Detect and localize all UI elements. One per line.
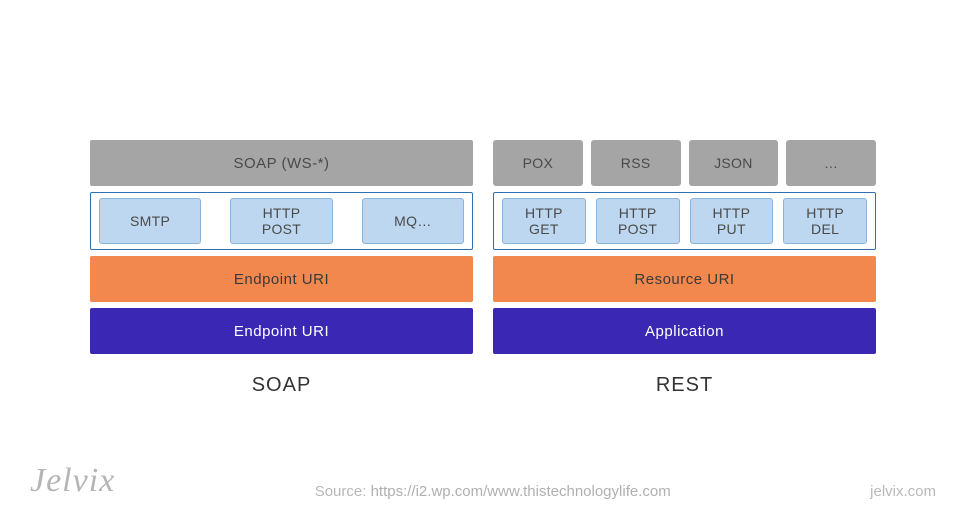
- cell-label: HTTP: [263, 205, 301, 221]
- cell-label: POST: [262, 221, 301, 237]
- rest-resource-uri-bar: Resource URI: [493, 256, 876, 302]
- source-line: Source: https://i2.wp.com/www.thistechno…: [115, 483, 870, 500]
- cell-label: SMTP: [130, 213, 170, 229]
- rest-http-put: HTTP PUT: [690, 198, 774, 244]
- soap-protocols-row: SMTP HTTP POST MQ…: [90, 192, 473, 250]
- soap-protocol-mq: MQ…: [362, 198, 464, 244]
- rest-application-bar: Application: [493, 308, 876, 354]
- soap-protocol-smtp: SMTP: [99, 198, 201, 244]
- source-url: https://i2.wp.com/www.thistechnologylife…: [371, 483, 671, 500]
- rest-format-rss: RSS: [591, 140, 681, 186]
- footer: Jelvix Source: https://i2.wp.com/www.thi…: [0, 462, 966, 500]
- soap-endpoint-uri-bar-2: Endpoint URI: [90, 308, 473, 354]
- rest-title: REST: [493, 374, 876, 397]
- soap-column: SOAP (WS-*) SMTP HTTP POST MQ… Endpoint …: [90, 140, 473, 397]
- rest-format-pox: POX: [493, 140, 583, 186]
- cell-label: DEL: [811, 221, 839, 237]
- cell-label: POST: [618, 221, 657, 237]
- rest-protocols-row: HTTP GET HTTP POST HTTP PUT HTTP DEL: [493, 192, 876, 250]
- jelvix-logo: Jelvix: [30, 462, 115, 500]
- soap-title: SOAP: [90, 374, 473, 397]
- cell-label: HTTP: [806, 205, 844, 221]
- cell-label: PUT: [717, 221, 746, 237]
- rest-format-json: JSON: [689, 140, 779, 186]
- rest-http-post: HTTP POST: [596, 198, 680, 244]
- cell-label: HTTP: [619, 205, 657, 221]
- source-label: Source:: [315, 483, 371, 500]
- cell-label: HTTP: [712, 205, 750, 221]
- soap-protocol-http-post: HTTP POST: [230, 198, 332, 244]
- rest-format-more: …: [786, 140, 876, 186]
- soap-top-bar: SOAP (WS-*): [90, 140, 473, 186]
- cell-label: MQ…: [394, 213, 431, 229]
- rest-column: POX RSS JSON … HTTP GET HTTP POST HTTP P…: [493, 140, 876, 397]
- rest-top-bar: POX RSS JSON …: [493, 140, 876, 186]
- soap-endpoint-uri-bar: Endpoint URI: [90, 256, 473, 302]
- cell-label: GET: [529, 221, 559, 237]
- site-link: jelvix.com: [870, 483, 936, 500]
- cell-label: HTTP: [525, 205, 563, 221]
- diagram-canvas: SOAP (WS-*) SMTP HTTP POST MQ… Endpoint …: [90, 140, 876, 397]
- rest-http-get: HTTP GET: [502, 198, 586, 244]
- rest-http-del: HTTP DEL: [783, 198, 867, 244]
